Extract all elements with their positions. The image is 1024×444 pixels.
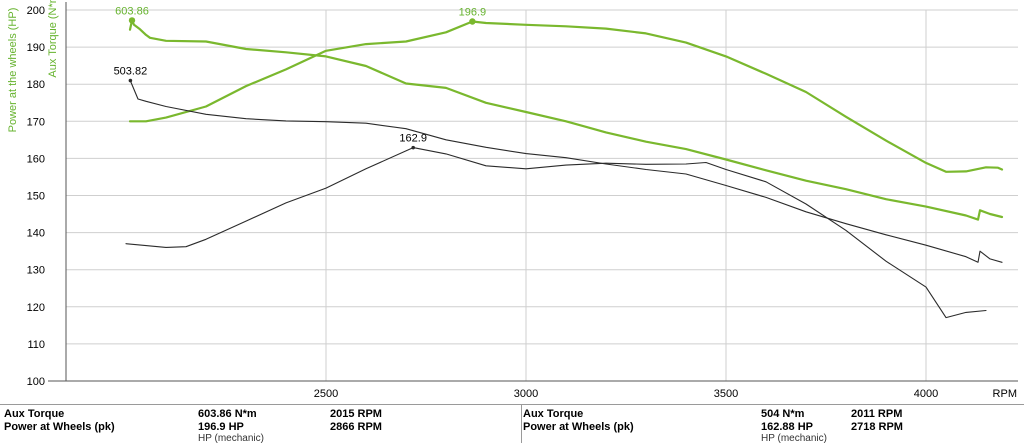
legend-value: 196.9 HP <box>198 421 244 433</box>
label-layer: 603.86 196.9 503.82 162.9 <box>114 5 487 150</box>
dyno-chart: 100 110 120 130 140 150 160 170 180 190 200 2500 300… <box>7 0 1018 400</box>
legend-rpm: 2866 RPM <box>330 421 382 433</box>
y-tick-label: 190 <box>27 42 45 54</box>
x-tick-label: 3000 <box>514 388 538 400</box>
legend-label: Power at Wheels (pk) <box>4 421 115 433</box>
x-tick-label: 4000 <box>914 388 938 400</box>
run1-power-line <box>128 20 1004 173</box>
peak-marker <box>128 78 133 83</box>
x-axis-title: RPM <box>993 388 1017 400</box>
y-tick-label: 110 <box>27 339 45 351</box>
y-tick-label: 160 <box>27 153 45 165</box>
peak-marker <box>411 145 416 150</box>
legend-divider <box>521 405 522 443</box>
legend-label: Power at Wheels (pk) <box>523 421 634 433</box>
y-tick-label: 200 <box>27 5 45 17</box>
peak-label: 162.9 <box>399 133 427 145</box>
legend-label: Aux Torque <box>4 408 65 420</box>
legend-value: 603.86 N*m <box>198 408 257 420</box>
run2-power-line <box>125 147 987 319</box>
legend-row-right-torque: Aux Torque 504 N*m 2011 RPM <box>521 407 1024 421</box>
y-tick-label: 130 <box>27 265 45 277</box>
legend-table: Aux Torque 603.86 N*m 2015 RPM Power at … <box>0 404 1024 444</box>
x-tick-label: 2500 <box>314 388 338 400</box>
legend-label: Aux Torque <box>523 408 584 420</box>
legend-unit: HP (mechanic) <box>761 433 827 444</box>
y-tick-label: 170 <box>27 116 45 128</box>
peak-marker <box>469 18 476 25</box>
y-axis-title-right: Aux Torque (N*m) <box>47 0 59 78</box>
y-tick-label: 180 <box>27 79 45 91</box>
legend-rpm: 2011 RPM <box>851 408 903 420</box>
y-axis-title-left: Power at the wheels (HP) <box>7 8 19 133</box>
axes: 100 110 120 130 140 150 160 170 180 190 200 2500 300… <box>7 0 1018 400</box>
legend-rpm: 2718 RPM <box>851 421 903 433</box>
legend-rpm: 2015 RPM <box>330 408 382 420</box>
peak-label: 196.9 <box>459 7 487 19</box>
run1-aux-torque-line <box>128 19 1004 221</box>
series-layer <box>125 19 1004 319</box>
y-tick-label: 120 <box>27 302 45 314</box>
run2-aux-torque-line <box>129 79 1003 263</box>
y-tick-label: 150 <box>27 191 45 203</box>
legend-unit: HP (mechanic) <box>198 433 264 444</box>
legend-row-left-torque: Aux Torque 603.86 N*m 2015 RPM <box>0 407 521 421</box>
legend-row-right-power: Power at Wheels (pk) 162.88 HP 2718 RPM <box>521 420 1024 434</box>
peak-label: 503.82 <box>114 65 148 77</box>
peak-marker <box>128 17 136 24</box>
peak-label: 603.86 <box>115 5 149 17</box>
y-tick-label: 140 <box>27 228 45 240</box>
y-tick-label: 100 <box>27 376 45 388</box>
x-tick-label: 3500 <box>714 388 738 400</box>
legend-value: 504 N*m <box>761 408 805 420</box>
grid <box>66 9 1018 381</box>
legend-row-left-power: Power at Wheels (pk) 196.9 HP 2866 RPM <box>0 420 521 434</box>
legend-value: 162.88 HP <box>761 421 813 433</box>
